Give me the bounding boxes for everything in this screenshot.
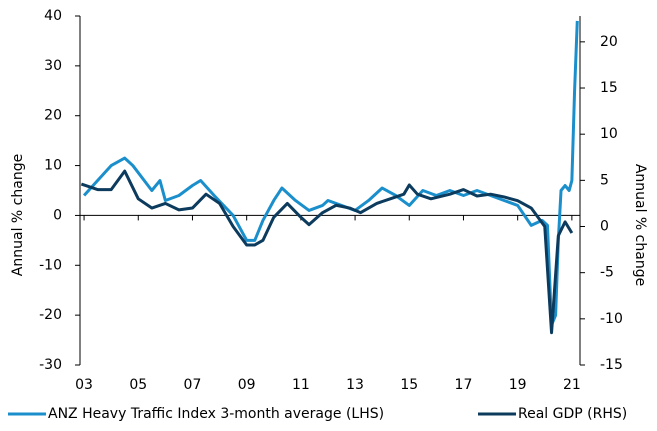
y2-tick-label: -15	[600, 357, 623, 373]
series-line	[82, 20, 579, 327]
y2-tick-label: 15	[600, 80, 618, 96]
y-tick-label: 20	[44, 108, 62, 124]
y-tick-label: -20	[39, 307, 62, 323]
x-tick-label: 09	[238, 377, 256, 393]
x-tick-label: 17	[455, 377, 473, 393]
x-tick-label: 07	[184, 377, 202, 393]
x-tick-label: 19	[509, 377, 527, 393]
y2-tick-label: 10	[600, 126, 618, 142]
y2-axis-label: Annual % change	[632, 164, 648, 286]
x-tick-label: 03	[75, 377, 93, 393]
x-tick-label: 21	[563, 377, 581, 393]
y-axis-label: Annual % change	[10, 154, 26, 276]
x-tick-label: 05	[129, 377, 147, 393]
legend-label: ANZ Heavy Traffic Index 3-month average …	[48, 406, 384, 422]
y-tick-label: 30	[44, 58, 62, 74]
y2-tick-label: -10	[600, 311, 623, 327]
y-tick-label: 10	[44, 158, 62, 174]
x-tick-label: 15	[400, 377, 418, 393]
series-line	[80, 169, 574, 335]
x-tick-label: 13	[346, 377, 364, 393]
y-tick-label: 40	[44, 8, 62, 24]
y2-tick-label: 5	[600, 172, 609, 188]
y2-tick-label: 20	[600, 34, 618, 50]
y-tick-label: 0	[53, 207, 62, 223]
y-tick-label: -30	[39, 357, 62, 373]
y-tick-label: -10	[39, 257, 62, 273]
y2-tick-label: -5	[600, 265, 614, 281]
legend-label: Real GDP (RHS)	[518, 406, 627, 422]
y2-tick-label: 0	[600, 219, 609, 235]
x-tick-label: 11	[292, 377, 310, 393]
